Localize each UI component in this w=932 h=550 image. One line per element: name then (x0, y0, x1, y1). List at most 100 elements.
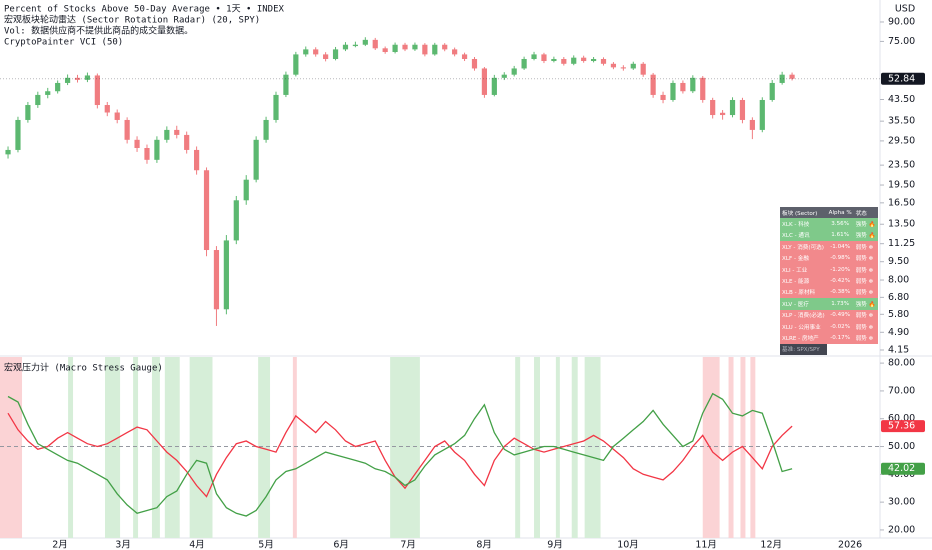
table-cell: 3.56% (831, 221, 850, 228)
signal-band (750, 357, 756, 538)
candle-body (5, 149, 11, 155)
y-tick-label: 20.00 (888, 524, 915, 535)
candle-body (412, 44, 418, 50)
table-cell: 弱势 ❄ (855, 324, 874, 331)
candle-body (461, 54, 468, 59)
table-cell: 强势 🔥 (855, 233, 876, 240)
candle-body (293, 54, 299, 75)
table-row: XLK - 科技 3.56% 强势 🔥 (780, 218, 878, 230)
table-row: XLC - 通讯 1.61% 强势 🔥 (780, 229, 878, 242)
x-tick-label: 8月 (476, 540, 492, 550)
candle-body (759, 99, 765, 130)
candle-body (35, 94, 41, 106)
table-cell: -0.42% (830, 278, 851, 285)
candle-body (55, 82, 61, 92)
table-cell: 弱势 ❄ (855, 335, 874, 342)
indicator-label: 宏观板块轮动雷达 (Sector Rotation Radar) (20, SP… (4, 14, 260, 26)
candle-body (194, 149, 200, 171)
signal-band (571, 357, 578, 538)
candle-body (74, 77, 81, 80)
x-tick-label: 6月 (333, 540, 349, 550)
candle-body (680, 82, 686, 92)
table-cell: -0.02% (830, 323, 851, 330)
y-tick-label: 43.50 (888, 94, 915, 105)
table-row: XLV - 医疗 1.73% 强势 🔥 (780, 298, 878, 310)
gauge-line (7, 392, 793, 517)
y-tick-label: 50.00 (888, 441, 915, 452)
signal-band (189, 357, 213, 538)
candle-body (134, 139, 140, 148)
candle-body (650, 74, 656, 95)
candle-body (223, 240, 229, 310)
x-tick-label: 4月 (189, 540, 205, 550)
candle-body (581, 57, 587, 62)
signal-band (0, 357, 23, 538)
candle-body (729, 99, 736, 116)
table-cell: XLB - 原材料 (782, 290, 816, 297)
y-tick-label: 11.25 (888, 238, 915, 249)
table-header-cell: 状态 (855, 210, 867, 217)
candle-body (690, 77, 696, 92)
candle-body (491, 77, 497, 95)
gauge-line (7, 412, 793, 498)
signal-band (515, 357, 521, 538)
candle-body (551, 58, 557, 62)
candle-body (213, 250, 220, 310)
table-cell: XLRE - 房地产 (782, 335, 819, 342)
price-tag (881, 72, 925, 85)
marks (0, 37, 880, 517)
candle-body (64, 77, 71, 83)
candle-body (164, 129, 170, 140)
candle-body (789, 74, 795, 79)
candle-body (25, 105, 31, 120)
candle-body (660, 94, 666, 100)
candle-body (144, 147, 150, 160)
bands (0, 357, 756, 538)
y-tick-label: 9.50 (888, 256, 909, 267)
candle-body (94, 75, 100, 106)
candle-body (362, 39, 368, 45)
y-tick-label: 4.15 (888, 345, 909, 356)
y-tick-label: 35.50 (888, 116, 915, 127)
candle-body (332, 49, 339, 59)
table-cell: XLE - 能源 (782, 279, 810, 286)
y-tick-label: 5.80 (888, 309, 909, 320)
y-tick-label: 30.00 (888, 497, 915, 508)
price-tag (881, 420, 925, 433)
candle-body (571, 57, 577, 64)
candle-body (620, 67, 626, 69)
candle-body (273, 94, 279, 120)
table-row: XLI - 工业 -1.20% 弱势 ❄ (780, 263, 878, 276)
candle-body (511, 68, 517, 75)
table-cell: 1.61% (831, 232, 850, 239)
candle-body (392, 44, 398, 53)
table-cell: XLY - 消费(可选) (782, 244, 824, 251)
table-row: XLB - 原材料 -0.38% 弱势 ❄ (780, 286, 878, 299)
signal-band (390, 357, 420, 538)
candle-body (442, 44, 448, 50)
table-cell: 弱势 ❄ (855, 279, 874, 286)
signal-band (534, 357, 540, 538)
table-header-row: 板块 (Sector) Alpha % 状态 (780, 207, 878, 219)
y-tick-label: 16.50 (888, 197, 915, 208)
x-tick-label: 2026 (838, 540, 862, 550)
candle-body (114, 112, 120, 120)
y-tick-label: 75.00 (888, 36, 915, 47)
candle-body (243, 179, 249, 201)
table-row: XLU - 公用事业 -0.02% 弱势 ❄ (780, 320, 878, 333)
candle-body (342, 44, 349, 50)
signal-band (105, 357, 121, 538)
candle-body (531, 54, 537, 59)
candle-body (184, 134, 190, 150)
candle-body (233, 200, 239, 241)
table-cell: XLP - 消费(必选) (782, 313, 825, 320)
y-tick-label: 23.50 (888, 160, 915, 171)
y-tick-label: 8.00 (888, 275, 909, 286)
sector-table-body: 板块 (Sector) Alpha % 状态 XLK - 科技 3.56% 强势 🔥 XLC… (780, 207, 878, 356)
signal-band (133, 357, 139, 538)
candle-body (471, 58, 478, 69)
candle-body (422, 44, 428, 55)
candle-body (739, 99, 746, 120)
x-tick-label: 11月 (695, 540, 717, 550)
